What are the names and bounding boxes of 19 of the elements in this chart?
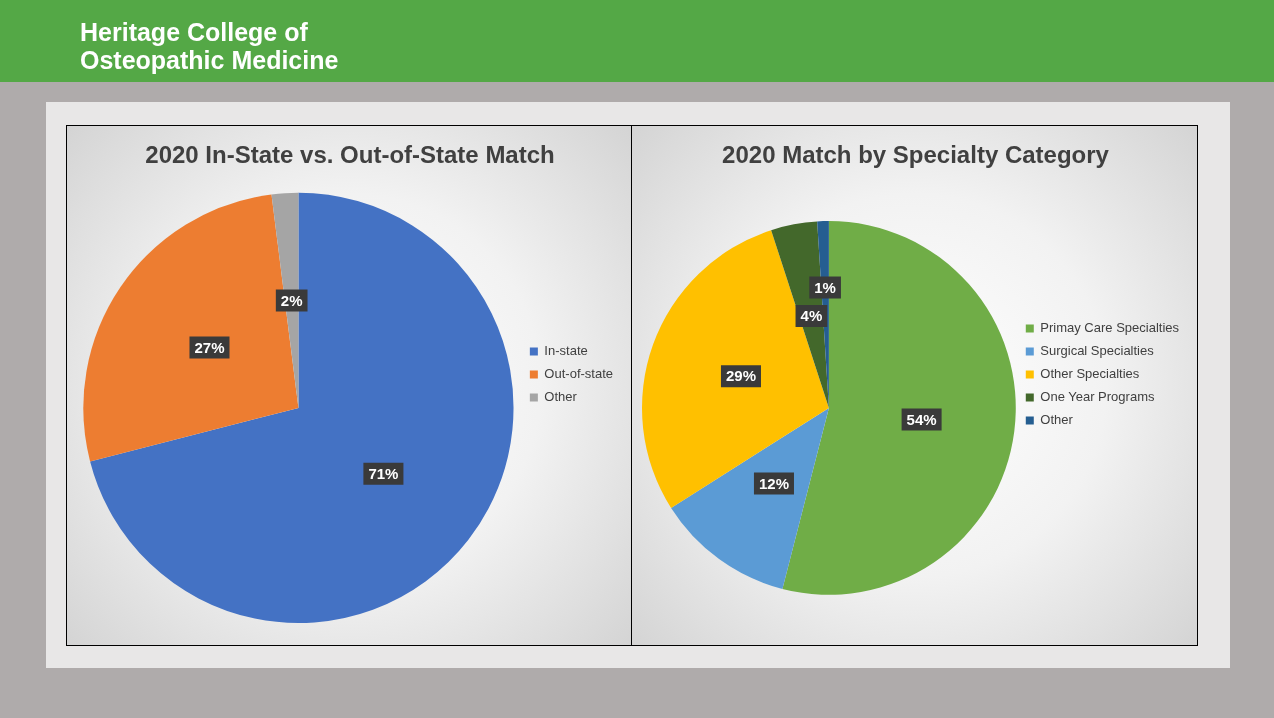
legend-label: Out-of-state (544, 366, 613, 382)
legend-label: Other Specialties (1040, 366, 1140, 382)
legend-label: Primay Care Specialties (1040, 320, 1180, 336)
legend-label: Surgical Specialties (1040, 343, 1155, 359)
legend-label: Other (1040, 412, 1074, 428)
text: Heritage College of Osteopathic Medicine (80, 18, 340, 74)
data-label: 4% (800, 307, 823, 325)
chart-title: 2020 Match by Specialty Category (722, 141, 1110, 169)
chart-title: 2020 In-State vs. Out-of-State Match (145, 141, 555, 169)
legend-label: In-state (544, 343, 588, 359)
data-label: 27% (194, 338, 225, 356)
data-label: 54% (906, 410, 937, 428)
legend-label: One Year Programs (1040, 389, 1155, 405)
data-label: 29% (725, 367, 756, 385)
data-label: 2% (280, 291, 303, 309)
data-label: 71% (368, 464, 399, 482)
legend-label: Other (544, 389, 578, 405)
data-label: 1% (814, 278, 836, 296)
data-label: 12% (758, 474, 789, 492)
